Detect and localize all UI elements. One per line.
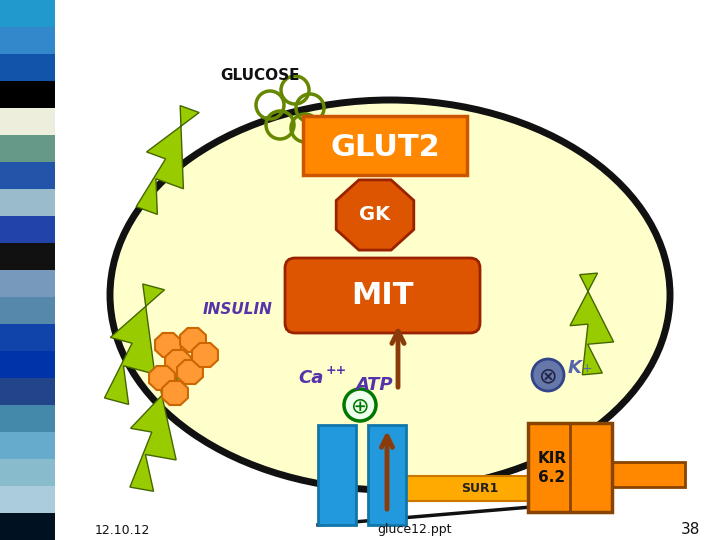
Bar (368, 425, 406, 525)
Bar (0, 54, 55, 81)
FancyBboxPatch shape (528, 423, 612, 512)
Bar (0, 432, 55, 459)
Circle shape (344, 389, 376, 421)
Bar (0, 270, 55, 297)
Polygon shape (336, 180, 414, 250)
Circle shape (532, 359, 564, 391)
Bar (0, 378, 55, 405)
Bar (0, 189, 55, 216)
Bar (0, 135, 55, 162)
Text: +: + (582, 362, 593, 375)
Text: GK: GK (359, 206, 390, 225)
Bar (0, 0, 55, 27)
Bar (0, 324, 55, 351)
Polygon shape (130, 374, 179, 491)
Text: ⊗: ⊗ (539, 366, 557, 386)
FancyBboxPatch shape (303, 116, 467, 175)
Text: GLUT2: GLUT2 (330, 133, 440, 163)
Bar (0, 513, 55, 540)
Text: ATP: ATP (355, 376, 392, 394)
Bar (610, 462, 685, 487)
Bar (318, 425, 356, 525)
Polygon shape (104, 284, 164, 404)
Text: SUR1: SUR1 (462, 483, 499, 496)
Bar (0, 243, 55, 270)
FancyBboxPatch shape (285, 258, 480, 333)
Bar (405, 476, 555, 501)
Polygon shape (136, 106, 199, 214)
Text: MIT: MIT (351, 281, 413, 310)
Polygon shape (149, 366, 175, 390)
Bar (0, 216, 55, 243)
Text: ⊕: ⊕ (351, 396, 369, 416)
Bar (0, 81, 55, 108)
Text: 38: 38 (680, 523, 700, 537)
Polygon shape (180, 328, 206, 352)
Bar (0, 27, 55, 54)
Polygon shape (192, 343, 218, 367)
Bar (0, 108, 55, 135)
Polygon shape (177, 360, 203, 384)
Text: KIR
6.2: KIR 6.2 (537, 451, 567, 485)
Polygon shape (570, 273, 613, 375)
Text: ++: ++ (326, 363, 347, 376)
Polygon shape (165, 350, 191, 374)
Text: INSULIN: INSULIN (203, 302, 273, 318)
Polygon shape (155, 333, 181, 357)
Bar (0, 486, 55, 513)
Text: GLUCOSE: GLUCOSE (220, 68, 300, 83)
Text: gluce12.ppt: gluce12.ppt (378, 523, 452, 537)
Ellipse shape (110, 100, 670, 490)
Bar (0, 162, 55, 189)
Bar (0, 459, 55, 486)
Bar (0, 297, 55, 324)
Text: Ca: Ca (298, 369, 323, 387)
Bar (0, 405, 55, 432)
Bar (0, 351, 55, 378)
Text: K: K (568, 359, 582, 377)
Polygon shape (162, 381, 188, 405)
Text: 12.10.12: 12.10.12 (95, 523, 150, 537)
